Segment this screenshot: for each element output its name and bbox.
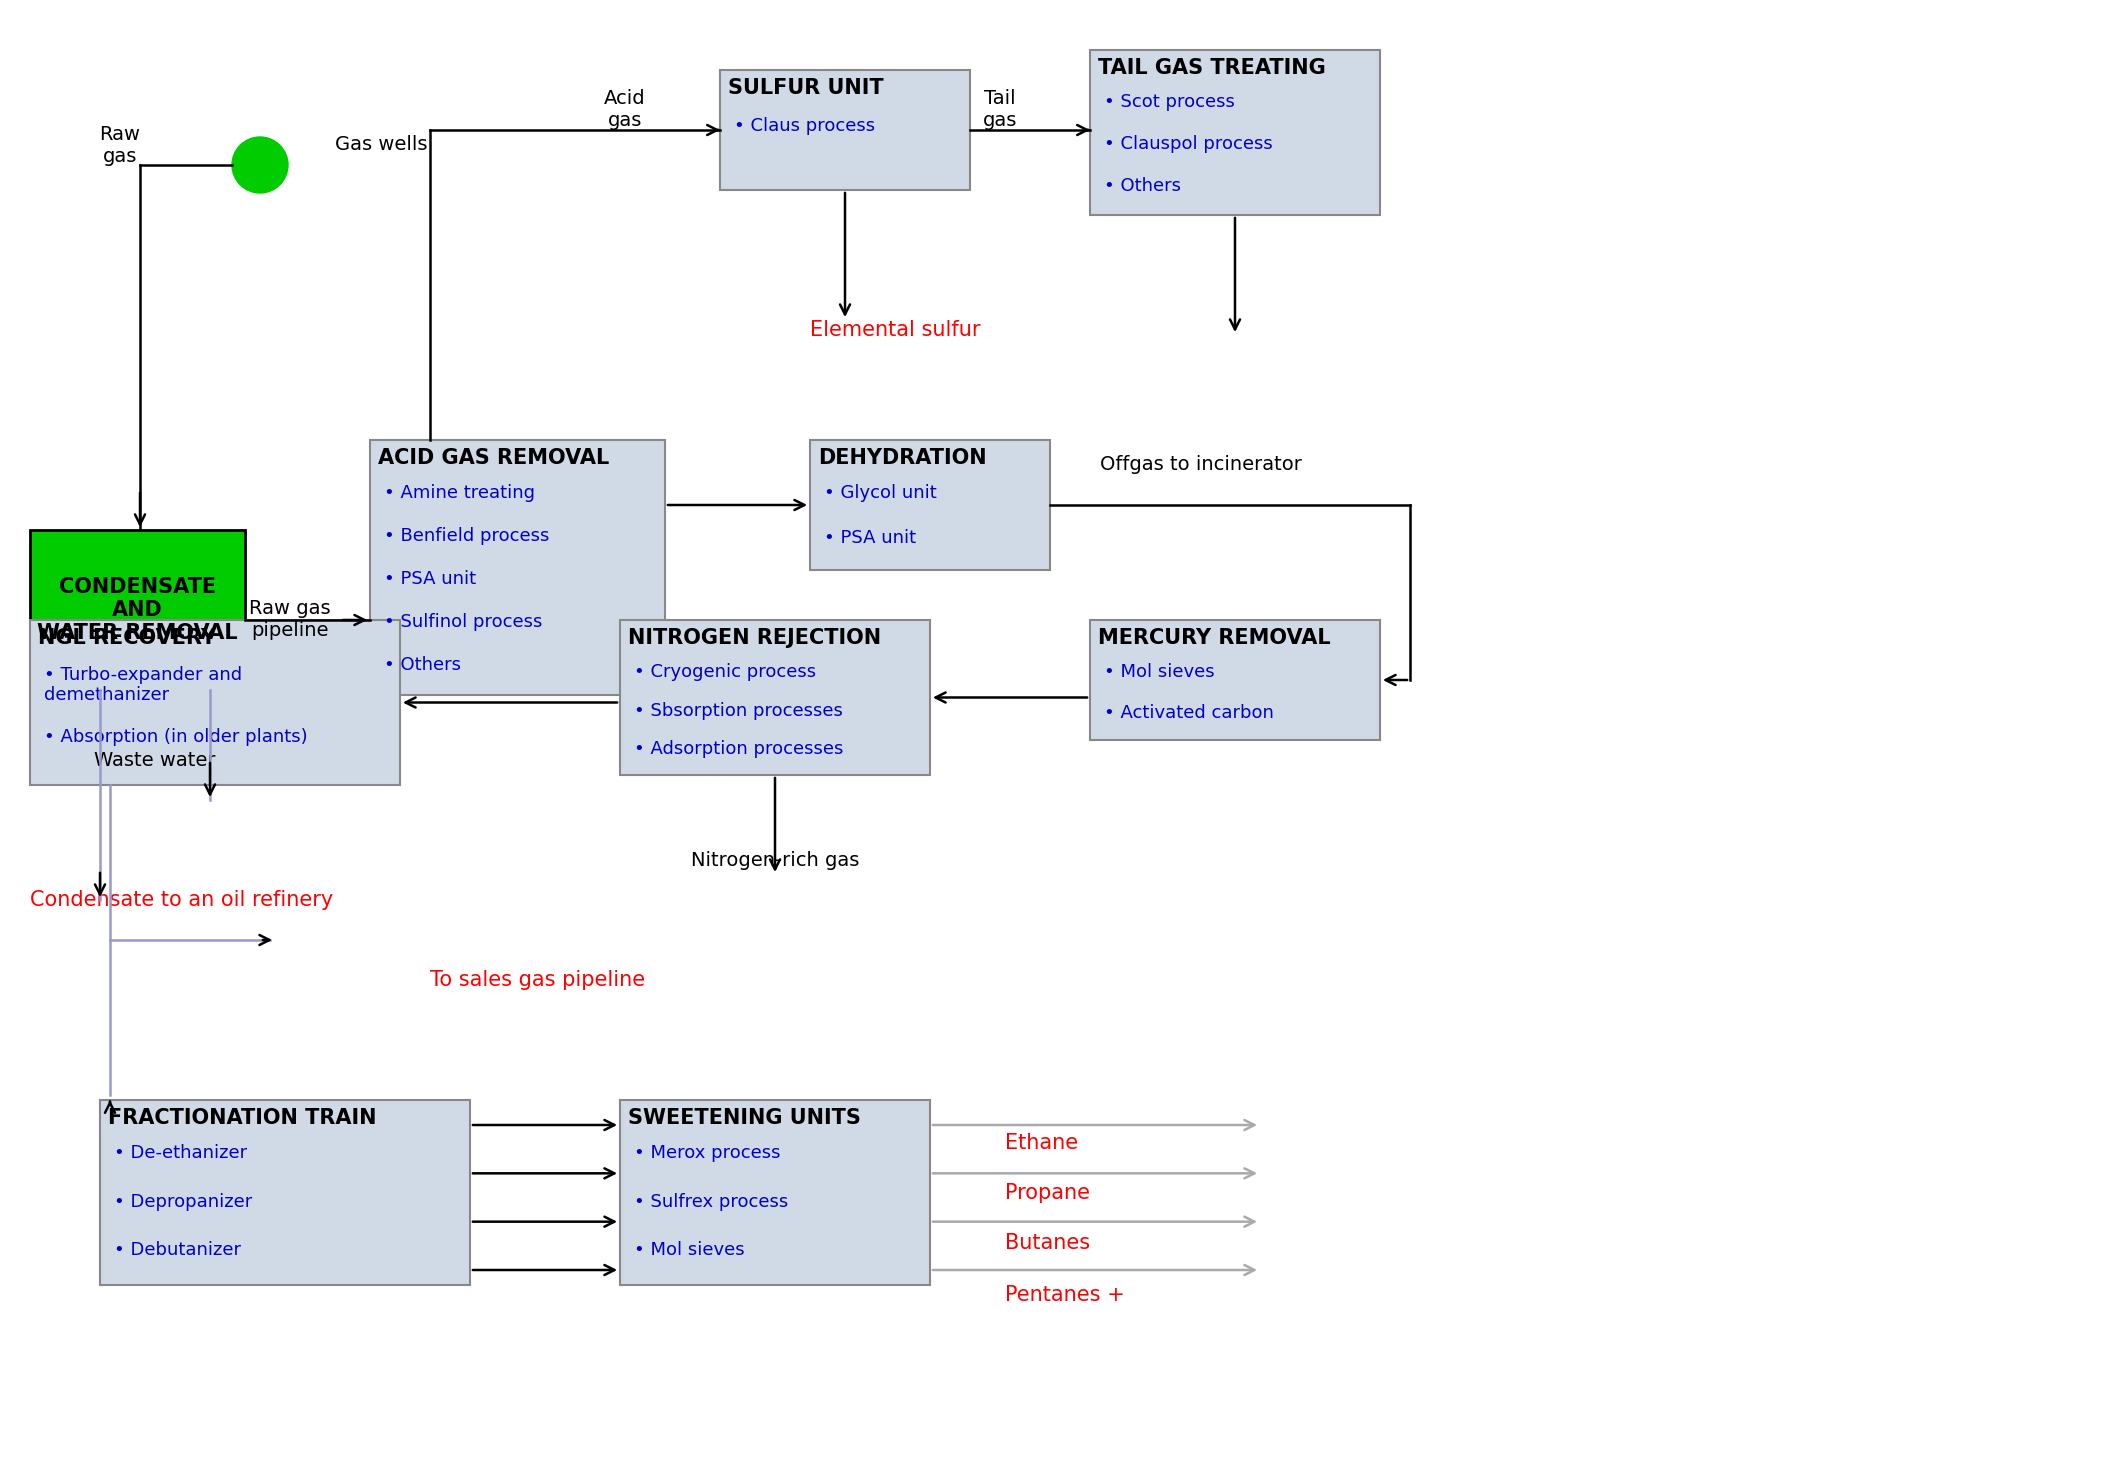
- Text: • Others: • Others: [383, 657, 461, 675]
- Text: Tail
gas: Tail gas: [984, 90, 1017, 130]
- Text: Acid
gas: Acid gas: [604, 90, 647, 130]
- Text: • Amine treating: • Amine treating: [383, 484, 535, 502]
- Text: • PSA unit: • PSA unit: [383, 570, 476, 587]
- Text: • Benfield process: • Benfield process: [383, 527, 550, 545]
- Text: Nitrogen-rich gas: Nitrogen-rich gas: [691, 850, 859, 869]
- Text: • Activated carbon: • Activated carbon: [1104, 704, 1274, 722]
- FancyBboxPatch shape: [371, 440, 665, 695]
- Text: Raw gas
pipeline: Raw gas pipeline: [249, 599, 331, 641]
- Text: • De-ethanizer: • De-ethanizer: [114, 1144, 246, 1162]
- Text: NITROGEN REJECTION: NITROGEN REJECTION: [628, 627, 880, 648]
- Text: Elemental sulfur: Elemental sulfur: [811, 320, 981, 339]
- Text: • Merox process: • Merox process: [634, 1144, 781, 1162]
- Text: Gas wells: Gas wells: [335, 136, 428, 155]
- Text: • Glycol unit: • Glycol unit: [823, 484, 937, 502]
- Text: Offgas to incinerator: Offgas to incinerator: [1099, 456, 1302, 474]
- FancyBboxPatch shape: [29, 620, 400, 785]
- Text: • Scot process: • Scot process: [1104, 93, 1234, 112]
- Text: • PSA unit: • PSA unit: [823, 530, 916, 548]
- Text: Raw
gas: Raw gas: [99, 124, 141, 165]
- FancyBboxPatch shape: [619, 1100, 931, 1286]
- Text: • Clauspol process: • Clauspol process: [1104, 136, 1272, 154]
- Text: • Others: • Others: [1104, 177, 1181, 195]
- Text: Pentanes +: Pentanes +: [1005, 1286, 1125, 1305]
- Text: • Sulfrex process: • Sulfrex process: [634, 1193, 788, 1210]
- FancyBboxPatch shape: [811, 440, 1051, 570]
- FancyBboxPatch shape: [99, 1100, 470, 1286]
- Text: NGL RECOVERY: NGL RECOVERY: [38, 627, 217, 648]
- Text: • Debutanizer: • Debutanizer: [114, 1241, 240, 1259]
- Text: • Sulfinol process: • Sulfinol process: [383, 613, 543, 632]
- FancyBboxPatch shape: [619, 620, 931, 775]
- Text: Butanes: Butanes: [1005, 1232, 1091, 1253]
- Text: Ethane: Ethane: [1005, 1134, 1078, 1153]
- Text: MERCURY REMOVAL: MERCURY REMOVAL: [1097, 627, 1331, 648]
- Text: • Cryogenic process: • Cryogenic process: [634, 663, 817, 680]
- Text: CONDENSATE
AND
WATER REMOVAL: CONDENSATE AND WATER REMOVAL: [38, 577, 238, 644]
- Circle shape: [232, 137, 289, 193]
- FancyBboxPatch shape: [1091, 620, 1379, 739]
- Text: • Sbsorption processes: • Sbsorption processes: [634, 701, 842, 720]
- Text: FRACTIONATION TRAIN: FRACTIONATION TRAIN: [107, 1108, 377, 1128]
- Text: Propane: Propane: [1005, 1182, 1091, 1203]
- Text: SULFUR UNIT: SULFUR UNIT: [729, 78, 885, 97]
- FancyBboxPatch shape: [720, 69, 971, 190]
- Text: • Turbo-expander and
demethanizer: • Turbo-expander and demethanizer: [44, 666, 242, 704]
- Text: Waste water: Waste water: [95, 750, 215, 769]
- Text: • Claus process: • Claus process: [735, 117, 876, 136]
- Text: • Mol sieves: • Mol sieves: [1104, 663, 1215, 682]
- Text: • Adsorption processes: • Adsorption processes: [634, 741, 842, 759]
- Text: • Depropanizer: • Depropanizer: [114, 1193, 253, 1210]
- Text: To sales gas pipeline: To sales gas pipeline: [430, 970, 644, 990]
- Text: TAIL GAS TREATING: TAIL GAS TREATING: [1097, 58, 1327, 78]
- FancyBboxPatch shape: [29, 530, 244, 689]
- Text: • Mol sieves: • Mol sieves: [634, 1241, 746, 1259]
- Text: SWEETENING UNITS: SWEETENING UNITS: [628, 1108, 861, 1128]
- Text: Condensate to an oil refinery: Condensate to an oil refinery: [29, 890, 333, 911]
- Text: • Absorption (in older plants): • Absorption (in older plants): [44, 729, 307, 747]
- Text: ACID GAS REMOVAL: ACID GAS REMOVAL: [377, 449, 609, 468]
- FancyBboxPatch shape: [1091, 50, 1379, 215]
- Text: DEHYDRATION: DEHYDRATION: [817, 449, 986, 468]
